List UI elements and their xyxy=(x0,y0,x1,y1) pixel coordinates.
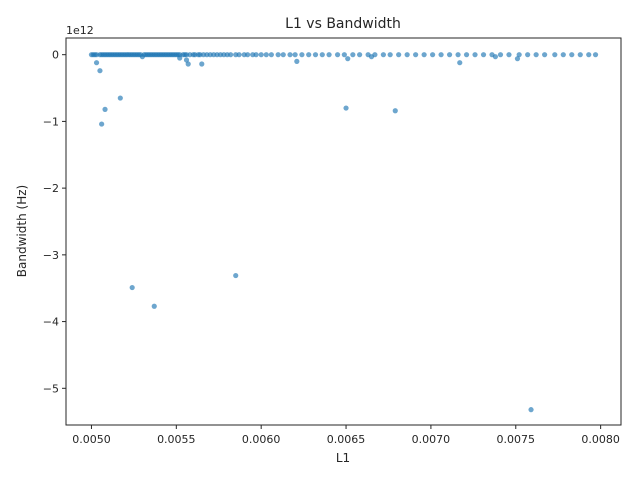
x-tick-label: 0.0075 xyxy=(497,433,536,446)
data-point xyxy=(472,52,478,58)
data-point xyxy=(341,52,347,58)
x-tick-label: 0.0070 xyxy=(412,433,451,446)
data-point xyxy=(413,52,419,58)
data-point xyxy=(533,52,539,58)
data-point xyxy=(516,52,522,58)
x-tick-label: 0.0050 xyxy=(72,433,111,446)
x-tick-label: 0.0065 xyxy=(327,433,366,446)
data-point xyxy=(528,407,534,413)
data-point xyxy=(199,61,205,67)
data-point xyxy=(292,52,298,58)
data-point xyxy=(592,52,599,58)
data-point xyxy=(326,52,332,58)
data-point xyxy=(185,61,191,67)
y-tick-label: −3 xyxy=(43,249,59,262)
data-point xyxy=(319,52,325,58)
data-point xyxy=(380,52,386,58)
data-point xyxy=(542,52,548,58)
y-tick-label: −2 xyxy=(43,182,59,195)
y-tick-label: −5 xyxy=(43,382,59,395)
y-axis-label: Bandwidth (Hz) xyxy=(15,185,29,277)
data-point xyxy=(294,58,300,64)
plot-area-frame xyxy=(65,37,622,426)
data-point xyxy=(334,52,341,58)
data-point xyxy=(268,52,274,58)
y-offset-label: 1e12 xyxy=(66,24,94,37)
data-point xyxy=(253,52,259,58)
data-point xyxy=(421,52,427,58)
data-point xyxy=(392,108,398,114)
data-point xyxy=(236,52,242,58)
chart-title: L1 vs Bandwidth xyxy=(285,16,401,32)
data-point xyxy=(569,52,575,58)
data-points xyxy=(88,52,599,413)
data-point xyxy=(177,55,183,61)
data-point xyxy=(183,57,190,63)
data-point xyxy=(457,60,463,66)
data-point xyxy=(577,52,583,58)
y-tick-label: −4 xyxy=(43,316,59,329)
data-point xyxy=(93,60,100,66)
data-point xyxy=(368,54,375,60)
data-point xyxy=(99,121,105,127)
data-point xyxy=(438,52,444,58)
data-point xyxy=(497,52,504,58)
x-tick-label: 0.0080 xyxy=(581,433,620,446)
data-point xyxy=(350,52,356,58)
data-point xyxy=(129,284,135,291)
data-point xyxy=(312,52,319,58)
data-point xyxy=(263,52,269,58)
data-point xyxy=(525,52,531,58)
data-point xyxy=(139,54,145,60)
data-point xyxy=(228,52,234,58)
data-point xyxy=(117,95,123,101)
data-point xyxy=(552,52,558,58)
data-point xyxy=(258,52,264,58)
data-point xyxy=(446,52,453,58)
data-point xyxy=(492,54,499,60)
data-point xyxy=(404,52,410,58)
x-axis-ticks: 0.0050 0.0055 0.0060 0.0065 0.0070 0.0075 0.00… xyxy=(72,425,620,446)
x-tick-label: 0.0055 xyxy=(157,433,196,446)
x-axis-label: L1 xyxy=(336,451,350,465)
data-point xyxy=(345,56,351,62)
data-point xyxy=(343,105,349,111)
y-tick-label: 0 xyxy=(52,49,59,62)
data-point xyxy=(387,52,393,58)
data-point xyxy=(463,52,470,58)
data-point xyxy=(480,52,487,58)
y-tick-label: −1 xyxy=(43,115,59,128)
data-point xyxy=(299,52,305,58)
data-point xyxy=(396,52,402,58)
data-point xyxy=(280,52,286,58)
data-point xyxy=(306,52,312,58)
data-point xyxy=(455,52,461,58)
data-point xyxy=(233,272,239,279)
data-point xyxy=(245,52,251,58)
data-point xyxy=(586,52,592,58)
data-point xyxy=(151,303,157,309)
y-axis-ticks: 0 −1 −2 −3 −4 −5 xyxy=(43,49,66,395)
x-tick-label: 0.0060 xyxy=(242,433,281,446)
data-point xyxy=(97,68,103,74)
data-point xyxy=(506,52,512,58)
data-point xyxy=(560,52,566,58)
data-point xyxy=(275,52,281,58)
data-point xyxy=(514,56,521,62)
data-point xyxy=(357,52,363,58)
data-point xyxy=(102,106,108,112)
data-point xyxy=(287,52,293,58)
data-point xyxy=(430,52,436,58)
